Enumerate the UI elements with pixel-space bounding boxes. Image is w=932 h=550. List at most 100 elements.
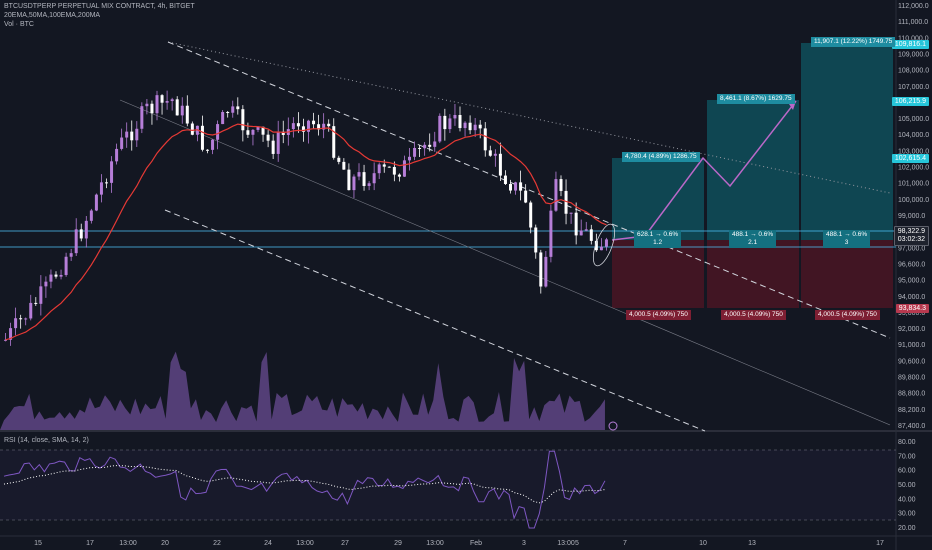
price-axis-label: 95,000.0 [898, 278, 925, 285]
candle-body [44, 281, 48, 287]
target-label: 8,461.1 (8.67%) 1629.75 [717, 94, 795, 104]
candle-body [544, 256, 548, 287]
time-axis-label: 5 [575, 540, 579, 547]
candle-body [599, 246, 603, 251]
candle-body [140, 106, 144, 129]
candle-body [175, 99, 179, 116]
candle-body [296, 123, 300, 127]
candle-body [438, 115, 442, 142]
price-axis-label: 108,000.0 [898, 68, 929, 75]
candle-body [433, 141, 437, 147]
candle-body [54, 274, 58, 277]
risk-reward-ratio: 3 [844, 239, 849, 246]
candle-body [135, 128, 139, 141]
rsi-legend[interactable]: RSI (14, close, SMA, 14, 2) [4, 437, 89, 444]
indicator-legend[interactable]: 20EMA,50MA,100EMA,200MA [4, 12, 101, 19]
lower-trendline [164, 209, 706, 432]
price-axis-label: 101,000.0 [898, 181, 929, 188]
candle-body [271, 140, 275, 154]
candle-body [9, 328, 13, 340]
candle-body [529, 202, 533, 228]
price-axis-label: 100,000.0 [898, 197, 929, 204]
candle-body [301, 126, 305, 132]
candle-body [509, 184, 512, 191]
candle-body [261, 126, 265, 135]
upper-trendline [167, 41, 891, 194]
candle-body [160, 95, 164, 103]
candle-body [94, 194, 98, 211]
candle-body [357, 172, 361, 177]
candle-body [473, 124, 477, 131]
candle-body [145, 103, 149, 107]
candle-body [483, 128, 487, 151]
price-axis-label: 88,800.0 [898, 391, 925, 398]
candle-body [524, 190, 528, 203]
candle-body [463, 122, 467, 129]
time-axis-label: 29 [394, 540, 402, 547]
candle-body [216, 124, 220, 140]
stop-price-tag: 93,834.3 [895, 304, 929, 313]
candle-body [584, 229, 588, 231]
volume-legend[interactable]: Vol · BTC [4, 21, 34, 28]
symbol-legend[interactable]: BTCUSDTPERP PERPETUAL MIX CONTRACT, 4h, … [4, 3, 195, 10]
time-axis-label: 27 [341, 540, 349, 547]
candle-body [226, 112, 230, 114]
price-axis-label: 90,600.0 [898, 358, 925, 365]
candle-body [488, 150, 492, 156]
alert-marker [608, 421, 618, 431]
time-axis-label: 3 [522, 540, 526, 547]
candle-body [165, 101, 169, 103]
rsi-axis-label: 30.00 [898, 511, 916, 518]
candle-body [332, 126, 336, 158]
candle-body [180, 105, 184, 116]
price-axis-label: 109,000.0 [898, 51, 929, 58]
target-label: 11,907.1 (12.22%) 1749.75 [811, 37, 896, 47]
candle-body [387, 166, 391, 168]
candle-body [211, 139, 215, 150]
candle-body [236, 106, 240, 110]
highlight-ellipse [592, 223, 616, 267]
candle-body [14, 318, 18, 329]
time-axis-label: 13:00 [557, 540, 575, 547]
time-axis-label: 13:00 [426, 540, 444, 547]
time-axis-label: 13 [748, 540, 756, 547]
time-axis-label: 15 [34, 540, 42, 547]
candle-body [170, 99, 174, 102]
price-axis-label: 92,000.0 [898, 326, 925, 333]
price-axis-label: 102,000.0 [898, 165, 929, 172]
candle-body [24, 318, 28, 320]
candle-body [150, 103, 154, 114]
target-1-price-tag: 102,615.4 [891, 154, 929, 163]
candle-body [413, 147, 417, 157]
candle-body [559, 179, 563, 191]
price-axis-label: 112,000.0 [898, 3, 929, 10]
candle-body [579, 230, 583, 236]
candle-body [84, 220, 88, 239]
candle-body [200, 125, 204, 150]
candle-body [29, 302, 33, 319]
candle-body [155, 95, 159, 114]
candle-body [317, 124, 321, 130]
candle-body [367, 183, 371, 186]
stop-zone [612, 240, 704, 308]
current-price-tag: 98,322.9 03:02:32 [893, 226, 929, 246]
candle-body [423, 144, 427, 149]
rsi-ma-line [3, 465, 606, 504]
current-price-value: 98,322.9 [897, 228, 925, 235]
candle-body [342, 161, 346, 170]
target-zone [612, 158, 704, 240]
channel-line [119, 99, 891, 426]
price-axis-label: 105,000.0 [898, 116, 929, 123]
candle-body [337, 157, 341, 162]
candle-body [4, 339, 7, 341]
candle-body [276, 131, 280, 154]
candle-body [64, 256, 68, 275]
candle-body [120, 137, 124, 149]
candle-body [291, 123, 295, 130]
candle-body [206, 149, 209, 151]
candle-body [362, 172, 366, 186]
candle-body [534, 227, 538, 253]
candle-body [74, 229, 78, 254]
price-axis-label: 107,000.0 [898, 84, 929, 91]
